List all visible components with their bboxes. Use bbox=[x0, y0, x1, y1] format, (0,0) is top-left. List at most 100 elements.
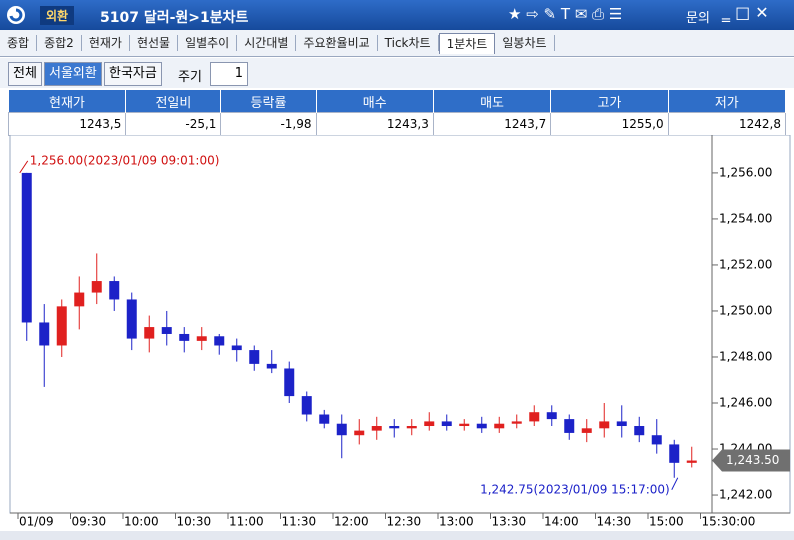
candle-body bbox=[284, 368, 295, 397]
x-tick-label: 13:30 bbox=[492, 515, 527, 529]
candle-body bbox=[56, 306, 67, 346]
candle-body bbox=[231, 345, 242, 351]
chart-frame bbox=[9, 135, 791, 514]
x-tick-label: 12:30 bbox=[387, 515, 422, 529]
y-tick-label: 1,242.00 bbox=[719, 488, 772, 502]
quote-table: 현재가 전일비 등락률 매수 매도 고가 저가 1243,5 -25,1 -1,98 1243,3 1… bbox=[7, 90, 787, 136]
candle-body bbox=[651, 435, 662, 445]
candle-body bbox=[686, 460, 697, 463]
candle-body bbox=[476, 423, 487, 429]
y-tick-label: 1,248.00 bbox=[719, 349, 772, 363]
quote-header: 전일비 bbox=[125, 90, 222, 113]
quote-value: 1242,8 bbox=[667, 112, 787, 136]
market-button[interactable]: 서울외환 bbox=[44, 62, 102, 86]
toolbar: 전체 서울외환 한국자금 주기 1 bbox=[0, 58, 794, 88]
candle-body bbox=[669, 444, 680, 463]
candle-body bbox=[564, 419, 575, 433]
y-tick-label: 1,256.00 bbox=[719, 165, 772, 179]
x-tick-label: 15:30:00 bbox=[702, 515, 756, 529]
quote-header: 매도 bbox=[433, 90, 552, 113]
x-tick-label: 10:30 bbox=[177, 515, 212, 529]
tab[interactable]: Tick차트 bbox=[378, 35, 439, 51]
y-tick-label: 1,246.00 bbox=[719, 396, 772, 410]
help-link[interactable]: 문의 bbox=[686, 11, 710, 26]
quote-value: -1,98 bbox=[220, 112, 317, 136]
tab[interactable]: 주요환율비교 bbox=[296, 35, 378, 51]
market-button[interactable]: 한국자금 bbox=[104, 62, 162, 86]
y-tick-label: 1,252.00 bbox=[719, 257, 772, 271]
quote-header: 고가 bbox=[550, 90, 669, 113]
candle-body bbox=[389, 426, 400, 429]
tab[interactable]: 1분차트 bbox=[438, 32, 496, 54]
quote-header: 등락률 bbox=[220, 90, 317, 113]
candle-body bbox=[494, 423, 505, 429]
quote-header: 저가 bbox=[668, 90, 787, 113]
app-icon bbox=[7, 6, 25, 24]
tab[interactable]: 일별추이 bbox=[178, 35, 238, 51]
candle-body bbox=[21, 172, 32, 323]
tab[interactable]: 종합 bbox=[0, 35, 38, 51]
x-tick-label: 12:00 bbox=[334, 515, 369, 529]
x-tick-label: 10:00 bbox=[124, 515, 159, 529]
annotation-arrow bbox=[671, 477, 679, 491]
x-tick-label: 11:30 bbox=[282, 515, 317, 529]
tab[interactable]: 시간대별 bbox=[237, 35, 297, 51]
candle-body bbox=[441, 421, 452, 427]
candle-body bbox=[126, 299, 137, 339]
x-tick-label: 13:00 bbox=[439, 515, 474, 529]
candle-body bbox=[39, 322, 50, 346]
y-tick-label: 1,254.00 bbox=[719, 211, 772, 225]
annotation-label: 1,242.75(2023/01/09 15:17:00) bbox=[480, 482, 670, 496]
quote-header: 매수 bbox=[316, 90, 434, 113]
quote-value: 1243,7 bbox=[432, 112, 552, 136]
window-controls[interactable]: ‗ □ ✕ bbox=[722, 3, 769, 22]
x-tick-label: 11:00 bbox=[229, 515, 264, 529]
y-tick-label: 1,250.00 bbox=[719, 303, 772, 317]
x-tick-label: 15:00 bbox=[649, 515, 684, 529]
candle-body bbox=[301, 396, 312, 415]
candle-body bbox=[371, 426, 382, 431]
last-price-label: 1,243.50 bbox=[726, 453, 779, 467]
candle-body bbox=[319, 414, 330, 424]
x-tick-label: 14:30 bbox=[597, 515, 632, 529]
candle-body bbox=[196, 336, 207, 341]
candle-body bbox=[109, 281, 120, 300]
candle-body bbox=[599, 421, 610, 429]
candle-body bbox=[546, 412, 557, 420]
tab-bar: 종합 종합2 현재가 현선물 일별추이 시간대별 주요환율비교 Tick차트 1분차트 일봉차트 bbox=[0, 30, 794, 57]
candle-body bbox=[581, 428, 592, 433]
candle-body bbox=[144, 327, 155, 339]
tab[interactable]: 현재가 bbox=[82, 35, 130, 51]
candle-body bbox=[459, 423, 470, 427]
tab[interactable]: 일봉차트 bbox=[495, 35, 555, 51]
x-tick-label: 14:00 bbox=[544, 515, 579, 529]
toolbar-icons[interactable]: ★ ⇨ ✎ T ✉ ⎙ ☰ bbox=[508, 5, 623, 23]
menu-label[interactable]: 외환 bbox=[40, 6, 75, 25]
candle-body bbox=[336, 423, 347, 436]
candle-body bbox=[354, 430, 365, 436]
quote-value: 1243,5 bbox=[7, 112, 127, 136]
candle-body bbox=[91, 281, 102, 293]
candle-body bbox=[634, 426, 645, 436]
candlestick-chart: 1,242.001,244.001,246.001,248.001,250.00… bbox=[0, 135, 794, 540]
period-input[interactable]: 1 bbox=[210, 62, 248, 86]
candle-body bbox=[74, 292, 85, 307]
candle-body bbox=[161, 327, 172, 334]
candle-body bbox=[214, 336, 225, 346]
candle-body bbox=[511, 421, 522, 424]
period-label: 주기 bbox=[178, 70, 202, 85]
market-button[interactable]: 전체 bbox=[8, 62, 42, 86]
last-price-tag bbox=[712, 449, 790, 472]
title-bar: 외환 5107 달러-원>1분차트 ★ ⇨ ✎ T ✉ ⎙ ☰ 문의 ‗ □ ✕ bbox=[0, 0, 794, 30]
annotation-arrow bbox=[19, 160, 29, 174]
tab[interactable]: 종합2 bbox=[37, 35, 82, 51]
window-title: 5107 달러-원>1분차트 bbox=[100, 10, 249, 26]
scrollbar[interactable] bbox=[0, 531, 794, 540]
candle-body bbox=[266, 363, 277, 369]
candle-body bbox=[249, 350, 260, 364]
tab[interactable]: 현선물 bbox=[130, 35, 179, 51]
candle-body bbox=[406, 426, 417, 429]
quote-header: 현재가 bbox=[8, 90, 127, 113]
candle-body bbox=[424, 421, 435, 427]
